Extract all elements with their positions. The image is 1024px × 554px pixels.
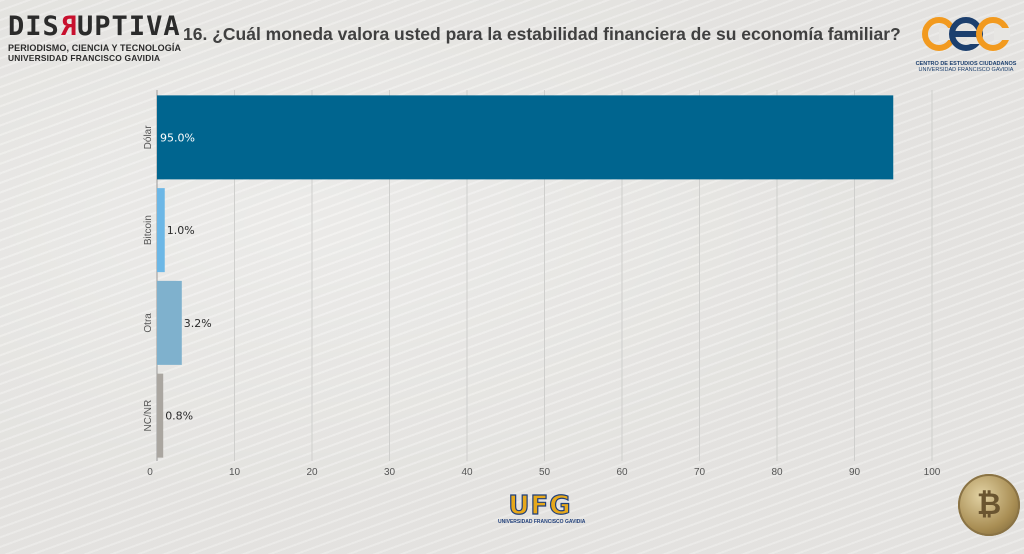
labels: 0 10 20 30 40 50 60 70 80 90 100 Dólar 95.0% Bitcoin 1… (143, 125, 941, 478)
cec-logo: CENTRO DE ESTUDIOS CIUDADANOS UNIVERSIDA… (915, 14, 1017, 73)
disruptiva-tagline: PERIODISMO, CIENCIA Y TECNOLOGÍA (8, 43, 182, 53)
chart-title: 16. ¿Cuál moneda valora usted para la es… (183, 24, 901, 44)
bar (157, 373, 164, 458)
ufg-logo: UFG UNIVERSIDAD FRANCISCO GAVIDIA (498, 491, 586, 525)
bitcoin-glyph: ₿ (976, 488, 1002, 521)
x-tick-label: 90 (849, 467, 861, 478)
x-tick-label: 80 (771, 467, 783, 478)
cec-name: CENTRO DE ESTUDIOS CIUDADANOS (915, 61, 1017, 67)
category-label: Otra (143, 313, 154, 333)
ufg-mark: UFG (508, 491, 572, 521)
bars (157, 95, 894, 458)
bar (157, 280, 182, 365)
data-label: 1.0% (167, 224, 195, 237)
cec-university: UNIVERSIDAD FRANCISCO GAVIDIA (918, 67, 1014, 73)
x-tick-label: 50 (539, 467, 551, 478)
x-tick-label: 20 (306, 467, 318, 478)
x-tick-label: 70 (694, 467, 706, 478)
x-tick-label: 40 (461, 467, 473, 478)
data-label: 95.0% (160, 131, 195, 144)
cec-logo-icon (922, 17, 1010, 51)
disruptiva-wordmark: DISRUPTIVA (8, 11, 181, 42)
ufg-name: UNIVERSIDAD FRANCISCO GAVIDIA (498, 519, 586, 525)
x-tick-label: 60 (616, 467, 628, 478)
disruptiva-university: UNIVERSIDAD FRANCISCO GAVIDIA (8, 53, 161, 63)
disruptiva-logo: DISRUPTIVA PERIODISMO, CIENCIA Y TECNOLO… (8, 11, 182, 63)
bitcoin-coin-icon: ₿ (958, 474, 1020, 536)
category-label: Dólar (143, 125, 154, 150)
x-tick-label: 100 (924, 467, 941, 478)
x-tick-label: 10 (229, 467, 241, 478)
bar (157, 95, 894, 180)
data-label: 3.2% (184, 317, 212, 330)
data-label: 0.8% (165, 410, 193, 423)
category-label: NC/NR (143, 400, 154, 432)
category-label: Bitcoin (143, 215, 154, 245)
bar (157, 188, 165, 273)
x-tick-label: 0 (147, 467, 153, 478)
x-tick-label: 30 (384, 467, 396, 478)
